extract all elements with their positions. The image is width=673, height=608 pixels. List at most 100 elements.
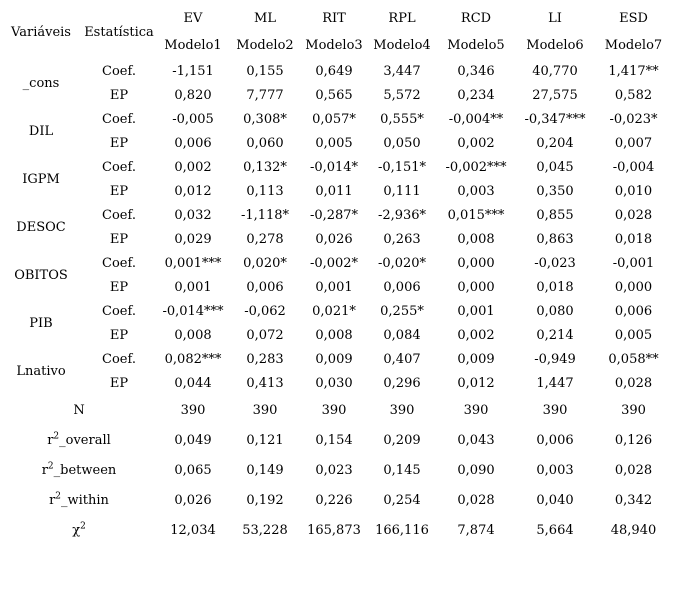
ep-value: 0,003 [457, 183, 495, 199]
header-group-rcd: RCD [460, 11, 492, 26]
coef-value: 0,020* [243, 255, 287, 271]
coef-value: 0,001 [457, 303, 495, 319]
summary-value: 0,026 [174, 492, 212, 508]
ep-value: 0,001 [315, 279, 353, 295]
summary-value: 390 [321, 402, 347, 418]
coef-value: 0,555* [380, 111, 424, 127]
ep-value: 0,029 [174, 231, 212, 247]
ep-value: 0,006 [383, 279, 421, 295]
coef-value: -0,004** [448, 111, 504, 127]
summary-value: 390 [621, 402, 646, 418]
summary-label: χ2 [1, 515, 157, 545]
coef-value: -0,004 [612, 159, 655, 175]
coef-value: 0,001*** [164, 255, 222, 271]
ep-value: 1,447 [536, 375, 574, 391]
ep-value: 0,234 [457, 87, 495, 103]
summary-row: r2_between 0,065 0,149 0,023 0,145 0,090 0,003… [1, 455, 672, 485]
table-header: Variáveis Estatística EV ML RIT RPL RCD LI ESD Mo… [1, 5, 672, 59]
ep-value: 5,572 [383, 87, 421, 103]
ep-value: 0,002 [457, 327, 495, 343]
stat-label-coef: Coef. [102, 303, 136, 319]
ep-value: 0,005 [614, 327, 653, 343]
summary-label-exponent: 2 [47, 461, 54, 472]
coef-value: 0,057* [312, 111, 356, 127]
ep-value: 0,028 [614, 375, 653, 391]
coef-value: -0,062 [244, 303, 286, 319]
table-row-coef: OBITOS Coef. 0,001*** 0,020* -0,002* -0,020* 0… [1, 251, 672, 283]
coef-value: 0,021* [312, 303, 356, 319]
ep-value: 0,018 [536, 279, 574, 295]
ep-value: 0,005 [315, 135, 353, 151]
summary-value: 0,226 [315, 492, 353, 508]
coef-value: 0,015*** [447, 207, 505, 223]
summary-value: 390 [389, 402, 415, 418]
summary-value: 0,023 [315, 462, 353, 478]
stat-label-coef: Coef. [102, 255, 136, 271]
coef-value: 0,000 [457, 255, 495, 271]
summary-label: r2_between [1, 455, 157, 485]
ep-value: 0,565 [315, 87, 353, 103]
coef-value: 0,855 [536, 207, 574, 223]
summary-value: 48,940 [610, 522, 657, 538]
stat-label-ep: EP [109, 375, 129, 391]
coef-value: 1,417** [608, 63, 659, 79]
summary-value: 0,006 [536, 432, 574, 448]
coef-value: -0,001 [612, 255, 655, 271]
summary-value: 390 [463, 402, 489, 418]
summary-value: 165,873 [307, 522, 361, 538]
summary-value: 12,034 [170, 522, 216, 538]
coef-value: 0,308* [243, 111, 287, 127]
ep-value: 0,863 [536, 231, 574, 247]
summary-value: 0,028 [457, 492, 495, 508]
header-model-modelo3: Modelo3 [305, 38, 363, 53]
ep-value: 0,011 [315, 183, 353, 199]
summary-value: 390 [542, 402, 568, 418]
table-row-coef: Lnativo Coef. 0,082*** 0,283 0,009 0,407 0,009… [1, 347, 672, 379]
coef-value: -0,151* [377, 159, 427, 175]
coef-value: 0,028 [614, 207, 653, 223]
coef-value: -0,023* [609, 111, 658, 127]
ep-value: 0,111 [383, 183, 421, 199]
table-row-coef: PIB Coef. -0,014*** -0,062 0,021* 0,255* 0,001… [1, 299, 672, 331]
ep-value: 0,008 [315, 327, 353, 343]
ep-value: 0,582 [614, 87, 653, 103]
header-group-li: LI [548, 11, 562, 26]
summary-label-exponent: 2 [55, 491, 62, 502]
table-row-ep: EP 0,006 0,060 0,005 0,050 0,002 0,204 0,007 [1, 131, 672, 155]
coef-value: -0,287* [309, 207, 359, 223]
stat-label-ep: EP [109, 183, 129, 199]
summary-label-exponent: 2 [53, 431, 60, 442]
ep-value: 0,012 [174, 183, 212, 199]
summary-value: 0,209 [383, 432, 421, 448]
ep-value: 0,002 [457, 135, 495, 151]
coef-value: -0,002* [309, 255, 359, 271]
ep-value: 0,060 [246, 135, 284, 151]
stat-label-coef: Coef. [102, 159, 136, 175]
ep-value: 0,263 [383, 231, 421, 247]
ep-value: 0,050 [383, 135, 421, 151]
coef-value: -0,014* [309, 159, 359, 175]
ep-value: 0,044 [174, 375, 212, 391]
summary-value: 166,116 [375, 522, 429, 538]
table-body: _cons Coef. -1,151 0,155 0,649 3,447 0,346 40,7… [1, 59, 672, 545]
summary-label: r2_within [1, 485, 157, 515]
ep-value: 0,204 [536, 135, 574, 151]
table-row-ep: EP 0,012 0,113 0,011 0,111 0,003 0,350 0,010 [1, 179, 672, 203]
variable-name: OBITOS [14, 267, 68, 283]
table-row-ep: EP 0,001 0,006 0,001 0,006 0,000 0,018 0,000 [1, 275, 672, 299]
summary-label-suffix: _overall [59, 432, 111, 448]
summary-label: r2_overall [1, 425, 157, 455]
summary-value: 0,149 [246, 462, 284, 478]
summary-label: N [1, 395, 157, 425]
coef-value: -0,023 [534, 255, 576, 271]
coef-value: 0,155 [246, 63, 284, 79]
coef-value: 0,082*** [164, 351, 222, 367]
summary-row: N 390 390 390 390 390 390 390 [1, 395, 672, 425]
ep-value: 0,113 [246, 183, 284, 199]
header-group-rit: RIT [322, 11, 346, 26]
table-row-ep: EP 0,820 7,777 0,565 5,572 0,234 27,575 0,582 [1, 83, 672, 107]
header-model-modelo5: Modelo5 [447, 38, 505, 53]
table-row-ep: EP 0,008 0,072 0,008 0,084 0,002 0,214 0,005 [1, 323, 672, 347]
ep-value: 0,084 [383, 327, 421, 343]
summary-label-base: N [73, 402, 85, 418]
